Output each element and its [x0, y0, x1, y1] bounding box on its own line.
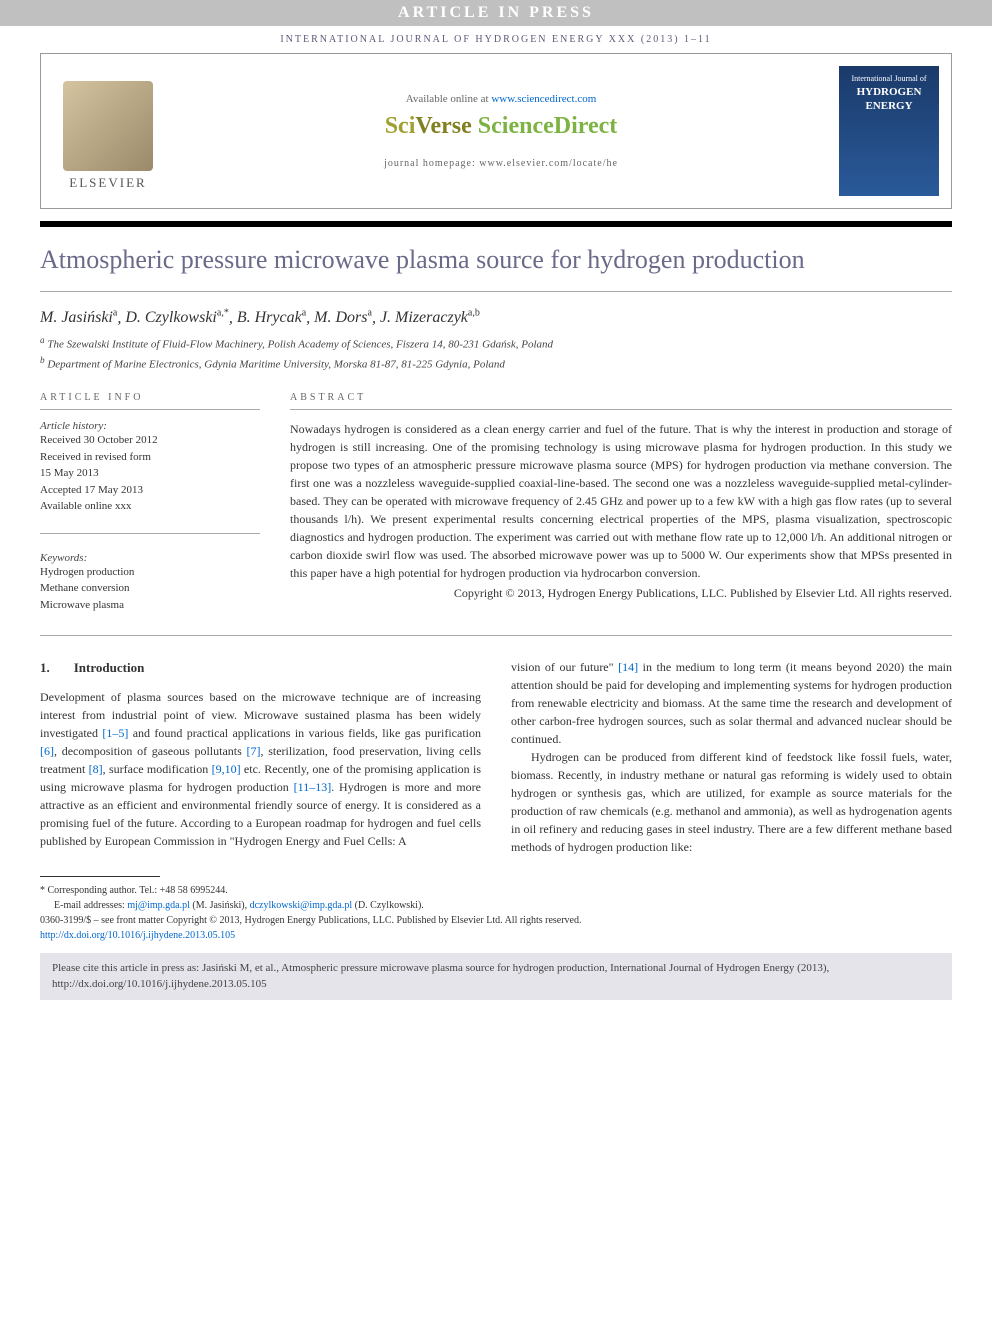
author: M. Jasińskia: [40, 309, 117, 326]
journal-cover-thumbnail: International Journal of HYDROGEN ENERGY: [839, 66, 939, 196]
ref-link[interactable]: [9,10]: [212, 762, 241, 776]
author: J. Mizeraczyka,b: [380, 309, 480, 326]
author: M. Dorsa: [314, 309, 372, 326]
keywords-label: Keywords:: [40, 552, 260, 564]
main-divider: [40, 635, 952, 636]
history-line: 15 May 2013: [40, 465, 260, 482]
abstract-text: Nowadays hydrogen is considered as a cle…: [290, 420, 952, 582]
sciencedirect-link[interactable]: www.sciencedirect.com: [491, 93, 596, 105]
sciverse-verse: Verse: [415, 113, 471, 139]
elsevier-tree-icon: [63, 81, 153, 171]
corresponding-author: * Corresponding author. Tel.: +48 58 699…: [40, 883, 952, 898]
footnote-divider: [40, 876, 160, 877]
author: D. Czylkowskia,*: [125, 309, 229, 326]
article-info-column: ARTICLE INFO Article history: Received 3…: [40, 392, 260, 613]
elsevier-label: ELSEVIER: [69, 175, 146, 191]
cover-title-1: HYDROGEN: [857, 86, 922, 98]
body-paragraph: Development of plasma sources based on t…: [40, 688, 481, 850]
info-abstract-row: ARTICLE INFO Article history: Received 3…: [40, 392, 952, 613]
article-title: Atmospheric pressure microwave plasma so…: [0, 227, 992, 281]
journal-running-header: INTERNATIONAL JOURNAL OF HYDROGEN ENERGY…: [0, 26, 992, 53]
abstract-heading: ABSTRACT: [290, 392, 952, 410]
keyword: Microwave plasma: [40, 597, 260, 614]
email-link[interactable]: mj@imp.gda.pl: [127, 900, 190, 911]
elsevier-logo: ELSEVIER: [53, 71, 163, 191]
authors-line: M. Jasińskia, D. Czylkowskia,*, B. Hryca…: [0, 302, 992, 333]
body-paragraph: Hydrogen can be produced from different …: [511, 748, 952, 856]
history-line: Received in revised form: [40, 449, 260, 466]
ref-link[interactable]: [14]: [618, 660, 638, 674]
abstract-column: ABSTRACT Nowadays hydrogen is considered…: [290, 392, 952, 613]
body-column-left: 1.Introduction Development of plasma sou…: [40, 658, 481, 856]
body-column-right: vision of our future" [14] in the medium…: [511, 658, 952, 856]
journal-homepage: journal homepage: www.elsevier.com/locat…: [163, 158, 839, 169]
author: B. Hrycaka: [237, 309, 306, 326]
sciverse-sciencedirect: ScienceDirect: [472, 113, 618, 139]
history-line: Available online xxx: [40, 498, 260, 515]
available-label: Available online at: [406, 93, 492, 105]
header-box: ELSEVIER Available online at www.science…: [40, 53, 952, 209]
homepage-label: journal homepage:: [384, 158, 479, 169]
article-history-label: Article history:: [40, 420, 260, 432]
history-line: Received 30 October 2012: [40, 432, 260, 449]
ref-link[interactable]: [1–5]: [102, 726, 128, 740]
sciverse-logo: SciVerse ScienceDirect: [163, 113, 839, 140]
keywords-block: Keywords: Hydrogen production Methane co…: [40, 533, 260, 614]
cover-title-2: ENERGY: [865, 100, 912, 112]
citation-box: Please cite this article in press as: Ja…: [40, 953, 952, 1000]
available-online-text: Available online at www.sciencedirect.co…: [163, 93, 839, 105]
ref-link[interactable]: [8]: [89, 762, 103, 776]
keyword: Methane conversion: [40, 580, 260, 597]
affiliation: b Department of Marine Electronics, Gdyn…: [0, 353, 992, 373]
body-columns: 1.Introduction Development of plasma sou…: [40, 658, 952, 856]
email-link[interactable]: dczylkowski@imp.gda.pl: [250, 900, 353, 911]
copyright-text: Copyright © 2013, Hydrogen Energy Public…: [290, 586, 952, 601]
title-underline: [40, 291, 952, 292]
sciverse-sci: Sci: [385, 113, 416, 139]
doi-link[interactable]: http://dx.doi.org/10.1016/j.ijhydene.201…: [40, 930, 235, 941]
doi-line: http://dx.doi.org/10.1016/j.ijhydene.201…: [40, 928, 952, 943]
affiliation: a The Szewalski Institute of Fluid-Flow …: [0, 333, 992, 353]
header-center: Available online at www.sciencedirect.co…: [163, 93, 839, 169]
keyword: Hydrogen production: [40, 564, 260, 581]
section-heading: 1.Introduction: [40, 658, 481, 678]
issn-line: 0360-3199/$ – see front matter Copyright…: [40, 913, 952, 928]
homepage-url[interactable]: www.elsevier.com/locate/he: [479, 158, 618, 169]
email-addresses: E-mail addresses: mj@imp.gda.pl (M. Jasi…: [40, 898, 952, 913]
body-paragraph: vision of our future" [14] in the medium…: [511, 658, 952, 748]
ref-link[interactable]: [7]: [247, 744, 261, 758]
cover-pretitle: International Journal of: [851, 74, 926, 84]
article-info-heading: ARTICLE INFO: [40, 392, 260, 410]
history-line: Accepted 17 May 2013: [40, 482, 260, 499]
article-in-press-banner: ARTICLE IN PRESS: [0, 0, 992, 26]
ref-link[interactable]: [11–13]: [294, 780, 332, 794]
ref-link[interactable]: [6]: [40, 744, 54, 758]
